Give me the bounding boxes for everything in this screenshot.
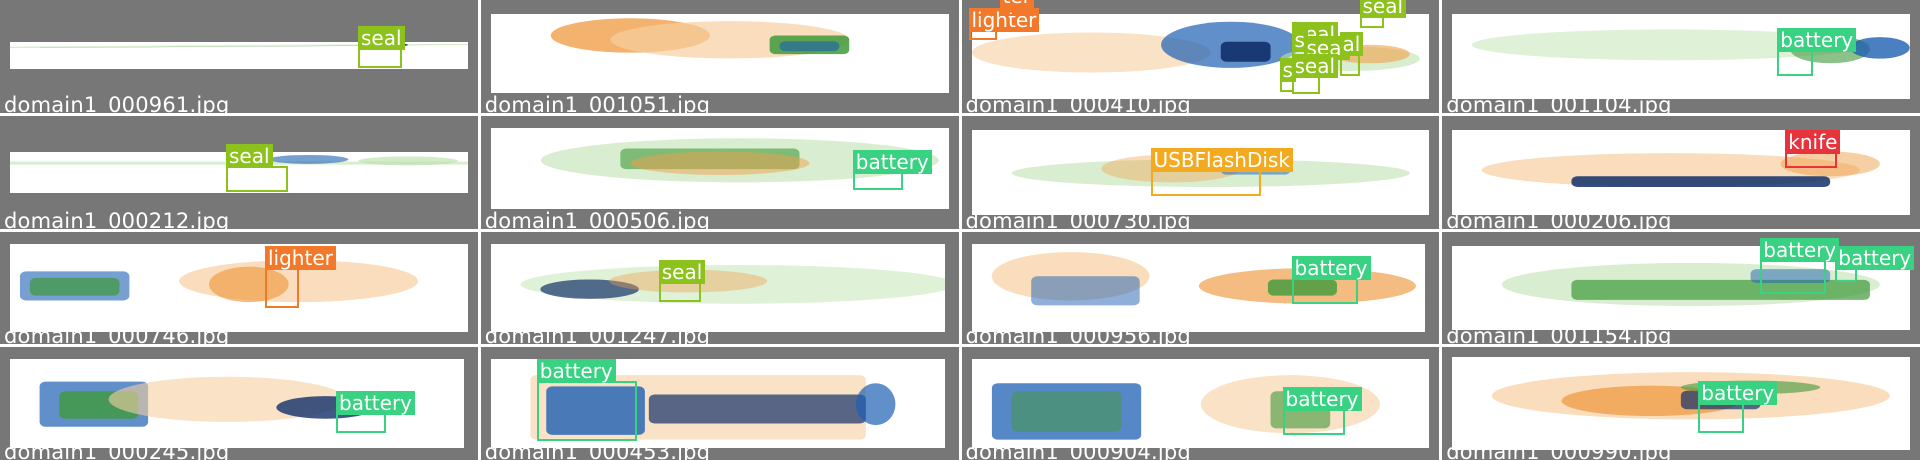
- image-filename: domain1_000956.jpg: [965, 324, 1191, 345]
- detection-box: seal: [1359, 0, 1407, 28]
- image-tile[interactable]: battery domain1_001104.jpg: [1442, 0, 1920, 113]
- detection-box: al: [1339, 32, 1364, 76]
- image-tile[interactable]: battery domain1_000506.jpg: [480, 115, 959, 229]
- xray-image: [490, 243, 945, 333]
- detection-label: USBFlashDisk: [1150, 147, 1293, 172]
- image-tile[interactable]: battery domain1_000990.jpg: [1442, 347, 1920, 460]
- image-tile[interactable]: seal domain1_000961.jpg: [0, 0, 478, 113]
- xray-image: [490, 14, 949, 93]
- image-filename: domain1_000730.jpg: [965, 208, 1191, 229]
- image-filename: domain1_001104.jpg: [1446, 92, 1672, 113]
- detection-label: seal: [358, 26, 405, 50]
- detection-box: seal: [1291, 54, 1339, 94]
- xray-contents: [19, 259, 418, 302]
- image-tile[interactable]: lighter domain1_000746.jpg: [0, 231, 478, 345]
- image-filename: domain1_000245.jpg: [4, 440, 230, 460]
- xray-contents: [540, 138, 939, 183]
- detection-box: seal: [226, 143, 288, 192]
- detection-box: lighter: [968, 8, 1040, 40]
- detection-label: lighter: [265, 245, 336, 270]
- image-filename: domain1_001154.jpg: [1446, 324, 1672, 345]
- detection-label: al: [1339, 32, 1364, 56]
- detection-box: battery: [852, 149, 932, 190]
- detection-box: battery: [536, 359, 637, 442]
- detection-label: battery: [1282, 387, 1362, 412]
- detection-label: lighter: [968, 8, 1040, 32]
- xray-image: [971, 243, 1426, 333]
- detection-box: battery: [1777, 28, 1857, 76]
- detection-box: battery: [1760, 237, 1840, 294]
- detection-box: ter: [999, 0, 1034, 16]
- xray-image: [1452, 14, 1910, 99]
- xray-contents: [1482, 151, 1881, 187]
- detection-label: knife: [1785, 129, 1841, 154]
- detection-box: battery: [1291, 255, 1371, 304]
- detection-label: seal: [1359, 0, 1407, 18]
- image-filename: domain1_000990.jpg: [1446, 440, 1672, 460]
- image-tile[interactable]: seal domain1_000212.jpg: [0, 115, 478, 229]
- detection-box: s: [1279, 58, 1296, 92]
- image-filename: domain1_001247.jpg: [484, 324, 711, 345]
- detection-box: knife: [1785, 129, 1841, 168]
- detection-box: lighter: [265, 245, 336, 308]
- xray-contents: [1502, 262, 1881, 306]
- xray-image: [1452, 129, 1910, 215]
- detection-box: seal: [358, 26, 405, 68]
- detection-label: battery: [1835, 245, 1915, 270]
- image-filename: domain1_000746.jpg: [4, 324, 230, 345]
- xray-contents: [39, 377, 375, 428]
- image-tile[interactable]: knife domain1_000206.jpg: [1442, 115, 1920, 229]
- image-filename: domain1_000961.jpg: [4, 92, 230, 113]
- detection-label: battery: [1698, 381, 1778, 406]
- xray-image: [971, 129, 1430, 215]
- xray-contents: [550, 18, 849, 59]
- xray-contents: [1472, 29, 1910, 64]
- detection-label: s: [1279, 58, 1296, 82]
- xray-image: [490, 359, 945, 448]
- image-filename: domain1_000453.jpg: [484, 440, 711, 460]
- detection-box: battery: [1835, 245, 1915, 282]
- detection-box: battery: [1282, 387, 1362, 436]
- detection-label: battery: [852, 149, 932, 174]
- xray-image: [490, 127, 949, 209]
- detection-box: battery: [336, 391, 415, 434]
- xray-image: [1452, 357, 1910, 450]
- detection-box: seal: [658, 259, 706, 302]
- image-filename: domain1_000506.jpg: [484, 208, 711, 229]
- xray-contents: [520, 264, 945, 304]
- image-tile[interactable]: battery domain1_000904.jpg: [961, 347, 1440, 460]
- detection-label: battery: [1777, 28, 1857, 52]
- image-filename: domain1_000212.jpg: [4, 208, 230, 229]
- image-tile[interactable]: lightertersealsealssealalsealsdomain1_00…: [961, 0, 1440, 113]
- detection-box: battery: [1698, 381, 1778, 434]
- detection-label: battery: [336, 391, 415, 416]
- image-filename: domain1_001051.jpg: [484, 92, 711, 113]
- xray-contents: [530, 375, 896, 440]
- image-filename: domain1_000206.jpg: [1446, 208, 1672, 229]
- image-tile[interactable]: battery battery domain1_001154.jpg: [1442, 231, 1920, 345]
- detection-label: seal: [226, 143, 273, 168]
- detection-label: seal: [658, 259, 706, 284]
- detection-box: USBFlashDisk: [1150, 147, 1293, 196]
- image-filename: domain1_000904.jpg: [965, 440, 1191, 460]
- xray-image: [10, 243, 468, 333]
- detection-label: battery: [1760, 237, 1840, 262]
- image-filename: domain1_000410.jpg: [965, 92, 1191, 113]
- image-tile[interactable]: battery domain1_000956.jpg: [961, 231, 1440, 345]
- detection-label: ter: [999, 0, 1034, 8]
- image-tile[interactable]: seal domain1_001247.jpg: [480, 231, 959, 345]
- xray-image: [971, 14, 1430, 99]
- image-tile[interactable]: battery domain1_000453.jpg: [480, 347, 959, 460]
- image-tile[interactable]: USBFlashDisk domain1_000730.jpg: [961, 115, 1440, 229]
- image-tile[interactable]: battery domain1_000245.jpg: [0, 347, 478, 460]
- detection-label: battery: [1291, 255, 1371, 280]
- xray-contents: [1492, 372, 1891, 420]
- detection-label: seal: [1291, 54, 1339, 78]
- detection-label: battery: [536, 359, 616, 384]
